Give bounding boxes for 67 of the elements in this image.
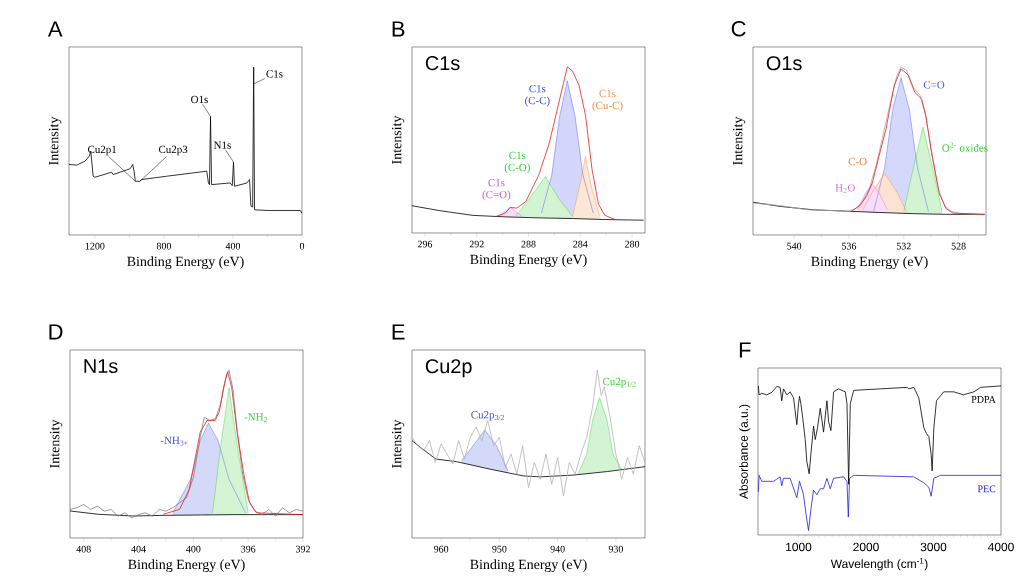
annotation: C1s [266,70,283,78]
x-tick-label: 1200 [85,242,105,250]
y-axis-title: Absorbance (a.u.) [739,404,751,499]
series-label: Cu2p$_{3/2}$ [471,411,504,421]
x-tick-label: 4000 [987,542,1014,552]
x-tick-label: 280 [625,240,640,248]
x-tick-label: 408 [76,545,91,553]
series-label: H$_{2}$O [835,184,855,194]
chart-title: D [49,324,63,340]
x-tick-label: 800 [156,242,172,250]
annotation: Cu2p1 [87,145,117,156]
x-tick-label: 960 [433,545,449,553]
x-tick-label: 404 [131,545,146,553]
x-tick-label: 392 [296,545,310,553]
x-tick-label: 532 [896,242,911,250]
x-tick-label: 400 [225,242,241,250]
text: C1s (Cu-C) [592,89,623,112]
x-axis-title: Binding Energy (eV) [470,559,587,573]
x-axis-title: Binding Energy (eV) [811,256,928,270]
series-label: C1s (C=O) [482,178,511,201]
x-tick-label: 540 [787,242,802,250]
x-tick-label: 536 [842,242,857,250]
x-tick-label: 400 [186,545,201,553]
series-label: Cu2p$_{1/2}$ [603,377,636,388]
x-tick-label: 1000 [786,542,812,552]
y-axis-title: Intensity [391,419,405,468]
y-axis-title: Intensity [391,115,405,164]
series-label: O$^{2-}$ oxides [942,142,988,152]
annotation: Cu2p [425,359,472,378]
x-tick-label: 396 [241,545,256,553]
series-label: PEC [977,485,996,493]
series-label: PDPA [971,396,996,403]
x-tick-label: 940 [550,545,565,553]
annotation: N1s [84,359,118,374]
x-tick-label: 284 [573,240,588,248]
series-label: C-O [848,157,867,166]
x-axis-title: Binding Energy (eV) [127,256,244,270]
x-tick-label: 930 [608,545,623,553]
chart-title: E [392,324,405,340]
series-label: -NH$_{3+}$ [160,436,188,446]
annotation: Cu2p3 [158,145,188,156]
x-tick-label: 292 [469,240,484,248]
x-tick-label: 0 [299,242,305,250]
chart-title: A [47,21,63,37]
series-label: -NH$_{2}$ [244,413,267,423]
annotation: O1s [766,56,802,71]
chart-title: C [731,20,746,37]
y-axis-title: Intensity [48,116,62,165]
x-tick-label: 288 [521,240,536,248]
series-label: C1s (C-O) [504,151,530,174]
chart-title: F [739,342,751,358]
x-tick-label: 950 [492,545,507,553]
y-axis-title: Intensity [732,116,746,165]
x-axis-title: Binding Energy (eV) [470,254,587,268]
y-axis-title: Intensity [49,419,63,468]
x-tick-label: 2000 [853,542,879,552]
series-label: C=O [923,81,945,89]
x-tick-label: 296 [417,240,433,248]
x-axis-title: Wavelength (cm$^{-1}$) [830,558,928,571]
annotation: C1s [425,56,460,71]
annotation: N1s [213,141,231,149]
x-tick-label: 528 [951,242,966,250]
x-tick-label: 3000 [920,542,947,552]
chart-title: B [392,21,405,37]
series-label: C1s (C-C) [525,84,550,107]
annotation: O1s [191,95,208,104]
x-axis-title: Binding Energy (eV) [128,559,245,573]
